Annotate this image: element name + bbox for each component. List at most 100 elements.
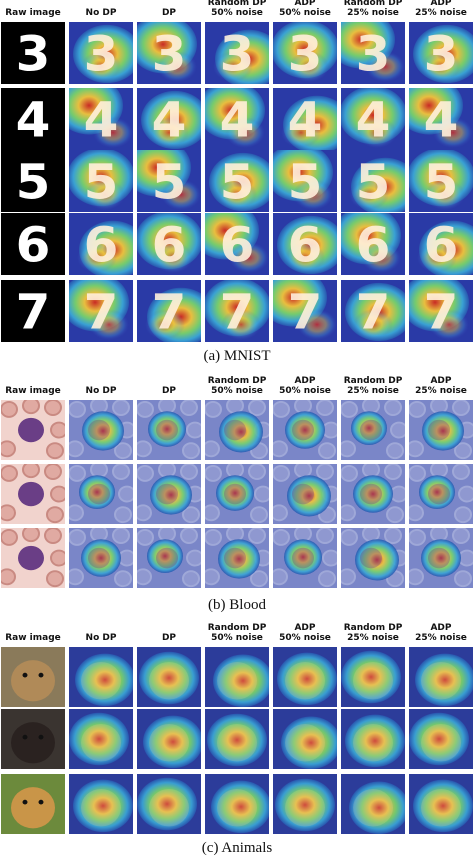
svg-text:7: 7 [84,283,119,340]
saliency-map-blood [69,400,133,460]
saliency-map-mnist: 3 [409,22,473,84]
column-header: Random DP 25% noise [343,623,403,643]
svg-text:4: 4 [424,91,459,148]
column-header: Raw image [5,633,61,643]
saliency-map-mnist: 4 [69,88,133,150]
saliency-map-mnist: 4 [409,88,473,150]
panel-caption: (a) MNIST [203,348,271,364]
column-header: Raw image [5,386,61,396]
saliency-map-blood [273,400,337,460]
saliency-map-animals [69,709,133,769]
saliency-map-mnist: 3 [341,22,405,84]
svg-text:3: 3 [152,25,187,82]
panel-caption: (c) Animals [201,840,273,856]
svg-text:5: 5 [16,153,51,210]
saliency-map-animals [205,647,269,707]
saliency-map-animals [205,774,269,834]
saliency-map-mnist: 4 [273,88,337,150]
svg-text:5: 5 [356,153,391,210]
saliency-map-animals [137,709,201,769]
raw-image-animals [1,647,65,707]
saliency-map-mnist: 3 [273,22,337,84]
svg-text:3: 3 [84,25,119,82]
saliency-map-mnist: 4 [137,88,201,150]
saliency-map-animals [341,709,405,769]
saliency-map-animals [137,647,201,707]
svg-text:6: 6 [424,216,459,273]
svg-text:5: 5 [288,153,323,210]
saliency-map-animals [409,647,473,707]
saliency-map-mnist: 6 [137,213,201,275]
raw-image-mnist: 5 [1,150,65,212]
svg-text:7: 7 [356,283,391,340]
saliency-map-blood [205,528,269,588]
saliency-map-mnist: 7 [273,280,337,342]
saliency-map-blood [273,464,337,524]
raw-image-mnist: 6 [1,213,65,275]
saliency-map-blood [137,464,201,524]
saliency-map-mnist: 5 [205,150,269,212]
saliency-map-animals [273,647,337,707]
raw-image-blood [1,464,65,524]
svg-text:5: 5 [220,153,255,210]
column-header: Raw image [5,8,61,18]
column-header: DP [161,386,177,396]
svg-text:3: 3 [424,25,459,82]
raw-image-animals [1,709,65,769]
saliency-map-animals [341,647,405,707]
column-header: DP [161,8,177,18]
column-header: Random DP 50% noise [207,623,267,643]
column-header: Random DP 25% noise [343,0,403,18]
svg-text:4: 4 [356,91,391,148]
saliency-map-mnist: 6 [69,213,133,275]
column-header: ADP 50% noise [279,0,331,18]
saliency-map-animals [69,774,133,834]
saliency-map-blood [409,400,473,460]
svg-text:7: 7 [220,283,255,340]
column-header: Random DP 50% noise [207,0,267,18]
svg-text:6: 6 [16,216,51,273]
raw-image-mnist: 3 [1,22,65,84]
saliency-map-mnist: 5 [341,150,405,212]
column-header: ADP 25% noise [415,376,467,396]
saliency-map-mnist: 3 [137,22,201,84]
saliency-map-mnist: 3 [69,22,133,84]
saliency-map-blood [341,528,405,588]
svg-text:6: 6 [220,216,255,273]
column-header: Random DP 25% noise [343,376,403,396]
column-header: Random DP 50% noise [207,376,267,396]
svg-text:6: 6 [152,216,187,273]
saliency-map-mnist: 5 [409,150,473,212]
saliency-map-mnist: 7 [409,280,473,342]
saliency-map-mnist: 6 [341,213,405,275]
raw-image-mnist: 7 [1,280,65,342]
saliency-map-blood [273,528,337,588]
raw-image-mnist: 4 [1,88,65,150]
saliency-map-mnist: 7 [341,280,405,342]
column-header: No DP [85,633,117,643]
saliency-map-animals [273,774,337,834]
svg-text:6: 6 [288,216,323,273]
svg-text:3: 3 [356,25,391,82]
svg-text:3: 3 [220,25,255,82]
svg-text:3: 3 [16,25,51,82]
column-header: ADP 25% noise [415,0,467,18]
saliency-map-blood [205,464,269,524]
svg-text:6: 6 [356,216,391,273]
raw-image-animals [1,774,65,834]
saliency-map-mnist: 6 [273,213,337,275]
saliency-map-blood [409,464,473,524]
saliency-map-mnist: 6 [205,213,269,275]
column-header: No DP [85,8,117,18]
column-header: ADP 50% noise [279,623,331,643]
saliency-map-mnist: 5 [273,150,337,212]
saliency-map-animals [341,774,405,834]
saliency-map-animals [409,709,473,769]
saliency-map-blood [69,464,133,524]
saliency-map-mnist: 4 [341,88,405,150]
saliency-map-blood [205,400,269,460]
saliency-map-animals [69,647,133,707]
svg-text:7: 7 [16,283,51,340]
svg-text:7: 7 [152,283,187,340]
saliency-map-animals [273,709,337,769]
